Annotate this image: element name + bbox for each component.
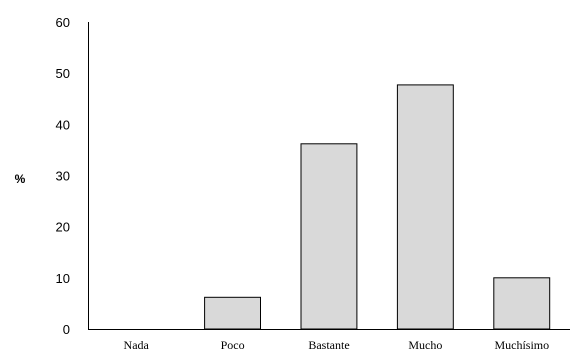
bar-muchísimo xyxy=(493,277,551,330)
y-tick-label: 10 xyxy=(56,271,70,286)
bar-mucho xyxy=(396,84,454,330)
y-tick-label: 0 xyxy=(63,322,70,337)
x-tick-label: Poco xyxy=(221,338,245,352)
y-tick-label: 60 xyxy=(56,15,70,30)
y-axis-label: % xyxy=(15,172,26,186)
bar-bastante xyxy=(300,143,358,330)
bars xyxy=(204,84,551,330)
y-tick-labels: 0 10 20 30 40 50 60 xyxy=(56,15,70,337)
x-tick-label: Mucho xyxy=(408,338,442,352)
x-tick-labels: Nada Poco Bastante Mucho Muchísimo xyxy=(124,338,550,352)
x-tick-label: Bastante xyxy=(308,338,349,352)
y-tick-label: 50 xyxy=(56,66,70,81)
bar-poco xyxy=(204,296,262,330)
x-tick-label: Nada xyxy=(124,338,150,352)
y-tick-label: 30 xyxy=(56,169,70,184)
y-tick-label: 20 xyxy=(56,220,70,235)
y-tick-label: 40 xyxy=(56,117,70,132)
x-tick-label: Muchísimo xyxy=(494,338,549,352)
